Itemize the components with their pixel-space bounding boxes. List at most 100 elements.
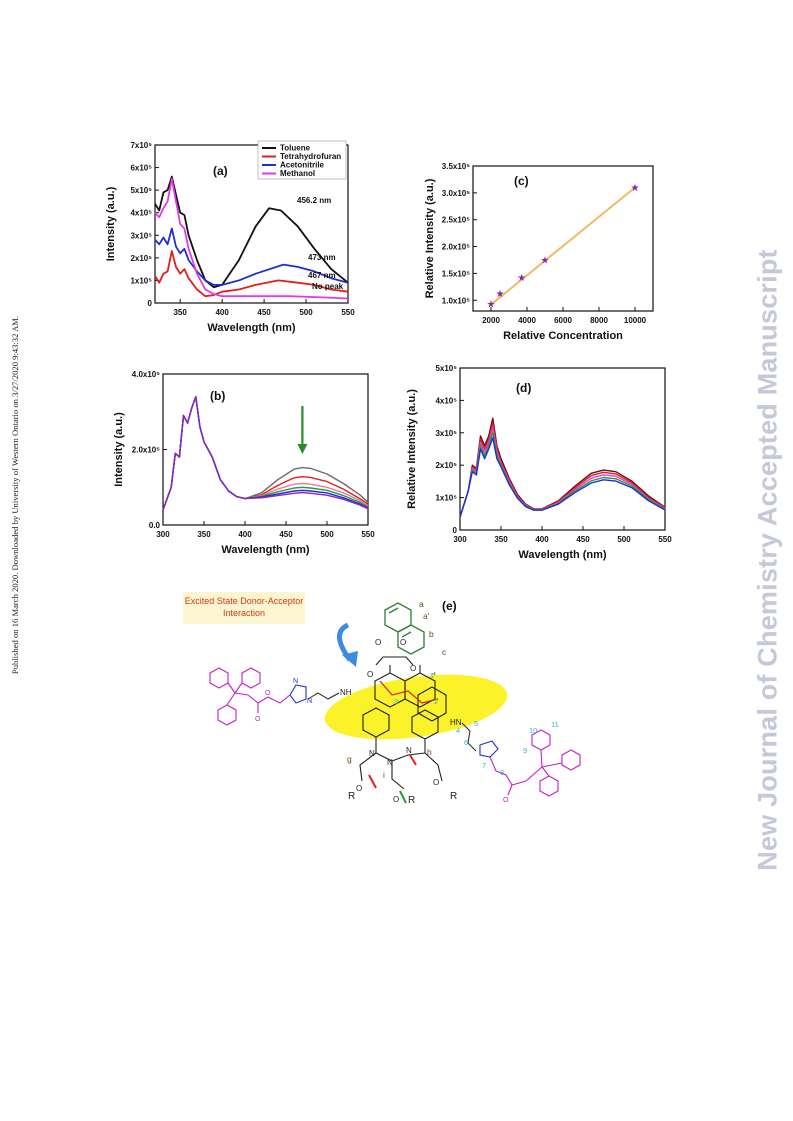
- peak-annotation-methanol: No peak: [312, 282, 344, 291]
- ester-o-left-2: O: [265, 690, 271, 697]
- x-tick-label: 350: [173, 308, 187, 317]
- number-label-2: 2: [434, 697, 438, 706]
- panel-letter: (b): [210, 389, 225, 403]
- chart-d-relative-intensity: 300 350 400 450 500 550 0 1x10⁵ 2x10⁵ 3x10⁵ 4x10⁵ 5…: [406, 364, 672, 561]
- x-axis-label: Wavelength (nm): [518, 549, 607, 561]
- y-tick-label: 2x10⁵: [130, 254, 152, 263]
- r-group-1: R: [348, 791, 355, 802]
- x-tick-label: 550: [341, 308, 355, 317]
- number-label-9: 9: [523, 746, 527, 755]
- callout-line-2: Interaction: [223, 608, 265, 618]
- x-tick-label: 300: [453, 535, 467, 544]
- x-tick-label: 550: [361, 530, 375, 539]
- macrocycle-core: [359, 656, 447, 790]
- y-axis-label: Intensity (a.u.): [113, 412, 125, 487]
- legend-entry: Acetonitrile: [280, 161, 325, 170]
- fit-line: [490, 186, 636, 306]
- data-point-star: ★: [487, 300, 496, 311]
- right-trityl-ester: [489, 729, 581, 797]
- number-label-8: 8: [500, 768, 504, 777]
- x-tick-label: 500: [320, 530, 334, 539]
- plot-frame: [154, 144, 349, 304]
- atom-label-a: a: [419, 599, 424, 609]
- x-tick-label: 550: [658, 535, 672, 544]
- callout-line-1: Excited State Donor-Acceptor: [185, 596, 304, 606]
- y-tick-label: 4.0x10⁵: [132, 370, 160, 379]
- panel-letter: (a): [213, 164, 228, 178]
- atom-o-2: O: [410, 664, 416, 673]
- x-tick-label: 6000: [554, 316, 572, 325]
- down-arrow-head: [297, 444, 308, 454]
- triazole-n-left-2: N: [307, 698, 312, 705]
- x-tick-label: 4000: [518, 316, 536, 325]
- panel-letter: (d): [516, 381, 531, 395]
- x-tick-label: 300: [156, 530, 170, 539]
- acceptor-highlight: [324, 674, 508, 740]
- y-tick-label: 5x10⁵: [130, 186, 152, 195]
- atom-n-1: N: [369, 749, 375, 758]
- series-line: [162, 396, 369, 511]
- y-tick-label: 1x10⁵: [130, 276, 152, 285]
- series-line: [154, 250, 349, 298]
- atom-hn: HN: [450, 718, 462, 727]
- legend-entry: Toluene: [280, 144, 311, 153]
- x-tick-label: 350: [494, 535, 508, 544]
- x-axis-label: Wavelength (nm): [221, 544, 310, 556]
- y-tick-label: 3x10⁵: [435, 429, 457, 438]
- series-line: [459, 432, 666, 518]
- y-tick-label: 2.0x10⁵: [442, 243, 470, 252]
- atom-n-3: N: [387, 758, 393, 767]
- y-tick-label: 2.5x10⁵: [442, 216, 470, 225]
- atom-o-5: O: [356, 784, 362, 793]
- atom-label-c: c: [442, 647, 447, 657]
- chart-b-titration-spectra: 300 350 400 450 500 550 0.0 2.0x10⁵ 4.0x10⁵ Wavel…: [113, 370, 375, 556]
- data-point-star: ★: [541, 255, 550, 266]
- y-tick-label: 2.0x10⁵: [132, 446, 160, 455]
- x-tick-label: 450: [257, 308, 271, 317]
- legend-entry: Methanol: [280, 169, 315, 178]
- x-tick-label: 400: [535, 535, 549, 544]
- atom-o-6: O: [433, 778, 439, 787]
- atom-label-h: h: [427, 747, 432, 757]
- publication-sidenote: Published on 16 March 2020. Downloaded b…: [10, 315, 20, 675]
- atom-o-3: O: [400, 638, 406, 647]
- y-tick-label: 1x10⁵: [435, 494, 457, 503]
- y-tick-label: 1.0x10⁵: [442, 296, 470, 305]
- number-label-11: 11: [551, 720, 559, 729]
- left-trityl-ester: [209, 667, 291, 726]
- y-tick-label: 6x10⁵: [130, 164, 152, 173]
- y-axis-label: Intensity (a.u.): [105, 186, 117, 261]
- x-tick-label: 500: [617, 535, 631, 544]
- x-tick-label: 350: [197, 530, 211, 539]
- series-line: [154, 178, 349, 300]
- atom-o-1: O: [367, 670, 373, 679]
- data-point-star: ★: [517, 273, 526, 284]
- data-point-star: ★: [631, 183, 640, 194]
- atom-label-i: i: [383, 770, 385, 780]
- chart-a-solvent-spectra: 350 400 450 500 550 0 1x10⁵ 2x10⁵ 3x10⁵ 4x10⁵ 5x10…: [105, 140, 355, 334]
- structure-panel-e: (e) Excited State Donor-Acceptor Interac…: [183, 592, 581, 806]
- y-tick-label: 0: [453, 526, 458, 535]
- arrowhead-icon: [342, 651, 358, 667]
- y-tick-label: 0: [148, 299, 153, 308]
- panel-letter: (c): [514, 174, 529, 188]
- x-tick-label: 2000: [482, 316, 500, 325]
- number-label-4: 4: [456, 726, 460, 735]
- atom-label-g: g: [347, 754, 352, 764]
- y-tick-label: 2x10⁵: [435, 461, 457, 470]
- peak-annotation-acetonitrile: 473 nm: [308, 253, 336, 262]
- atom-nh: NH: [340, 688, 352, 697]
- left-triazole: [289, 684, 307, 704]
- number-label-3: 3: [394, 697, 398, 706]
- x-tick-label: 500: [299, 308, 313, 317]
- r-group-3: R: [408, 795, 415, 806]
- atom-o-7: O: [393, 795, 399, 804]
- red-arrow-icon: [368, 774, 377, 789]
- y-axis-label: Relative Intensity (a.u.): [424, 178, 436, 298]
- red-arrow-icon-2: [409, 754, 417, 766]
- number-label-10: 10: [529, 726, 537, 735]
- y-tick-label: 3.5x10⁵: [442, 162, 470, 171]
- chart-c-concentration-plot: 2000 4000 6000 8000 10000 1.0x10⁵ 1.5x10⁵ 2.0x1…: [424, 162, 654, 342]
- legend-entry: Tetrahydrofuran: [280, 152, 341, 161]
- y-axis-label: Relative Intensity (a.u.): [406, 389, 418, 509]
